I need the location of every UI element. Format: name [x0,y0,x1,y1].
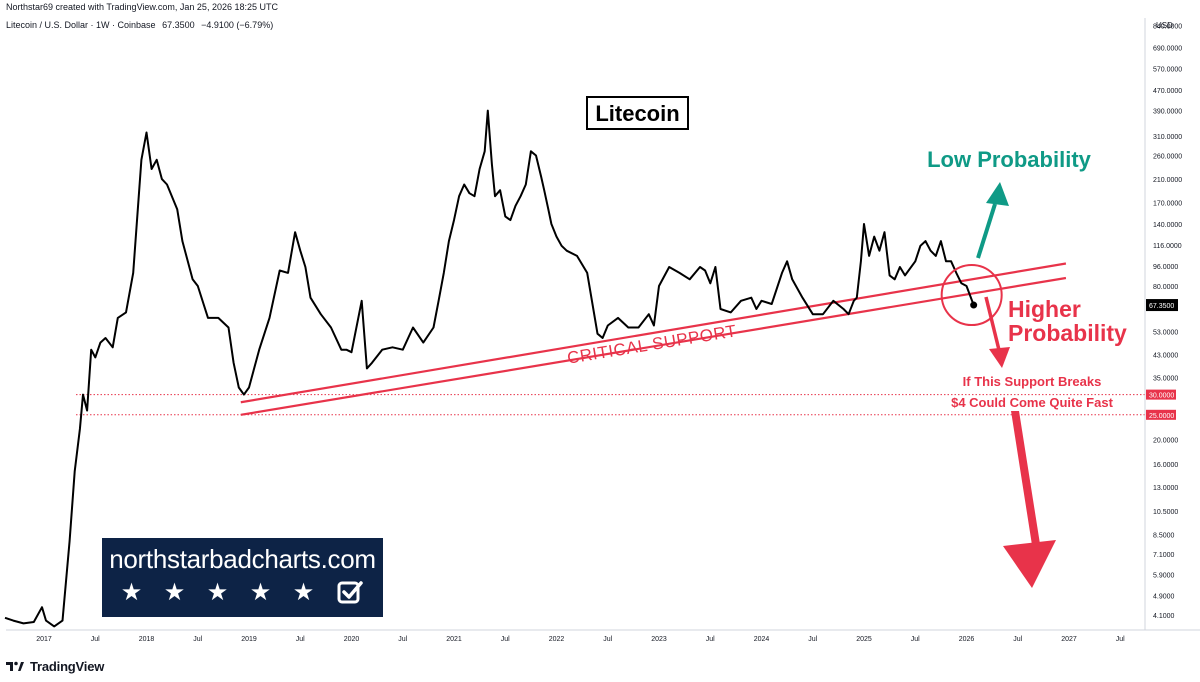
y-tick-label: 8.5000 [1153,532,1175,539]
y-tick-label: 140.0000 [1153,222,1182,229]
red-arrow-shaft [984,296,1001,351]
tradingview-brand[interactable]: TradingView [30,658,105,674]
y-tick-label: 20.0000 [1153,438,1178,445]
y-tick-label: 260.0000 [1153,153,1182,160]
x-tick-label: Jul [501,636,510,643]
last-price-tag-label: 67.3500 [1149,303,1174,310]
title-box [586,96,689,130]
tradingview-logo-icon[interactable] [6,660,24,672]
y-tick-label: 96.0000 [1153,264,1178,271]
four-dollar-label: $4 Could Come Quite Fast [951,395,1113,410]
low-probability-label: Low Probability [927,147,1092,172]
y-tick-label: 5.9000 [1153,573,1175,580]
y-tick-label: 35.0000 [1153,376,1178,383]
x-tick-label: Jul [603,636,612,643]
x-tick-label: 2022 [549,636,565,643]
badge-text: northstarbadcharts.com [109,544,376,574]
x-tick-label: Jul [1013,636,1022,643]
y-tick-label: 470.0000 [1153,88,1182,95]
symbol-info: Litecoin / U.S. Dollar · 1W · Coinbase 6… [6,20,277,30]
y-tick-label: 80.0000 [1153,284,1178,291]
chart-title: Litecoin [595,101,679,126]
support-breaks-label: If This Support Breaks [963,374,1102,389]
x-tick-label: Jul [808,636,817,643]
y-tick-label: 210.0000 [1153,177,1182,184]
horizontal-levels: 30.0000 25.0000 [76,389,1176,420]
x-tick-label: Jul [296,636,305,643]
y-tick-label: 690.0000 [1153,45,1182,52]
y-tick-label: 840.0000 [1153,24,1182,31]
y-tick-label: 13.0000 [1153,485,1178,492]
x-tick-label: 2023 [651,636,667,643]
x-tick-label: 2021 [446,636,462,643]
x-tick-label: Jul [706,636,715,643]
y-tick-label: 43.0000 [1153,353,1178,360]
checkbox-check-icon [337,581,363,604]
last-price-tag [1146,299,1178,312]
level-tag [1146,389,1176,400]
website-badge: northstarbadcharts.com ★ ★ ★ ★ ★ [102,538,383,617]
x-tick-label: Jul [193,636,202,643]
y-tick-label: 53.0000 [1153,330,1178,337]
x-axis: 2017 Jul 2018 Jul 2019 Jul 2020 Jul 2021 Jul 2022 J… [6,629,1200,643]
red-arrow-head [989,347,1010,368]
y-tick-label: 390.0000 [1153,109,1182,116]
x-tick-label: 2027 [1061,636,1077,643]
y-tick-label: 116.0000 [1153,243,1182,250]
price-change: −4.9100 (−6.79%) [201,20,274,30]
x-tick-label: 2020 [344,636,360,643]
y-tick-label: 10.5000 [1153,509,1178,516]
support-channel [240,262,1067,416]
critical-support-label: CRITICAL SUPPORT [566,321,738,367]
x-tick-label: 2017 [36,636,52,643]
x-tick-label: 2019 [241,636,257,643]
star-icon: ★ [249,579,272,606]
footer: TradingView [6,657,104,675]
y-tick-label: 170.0000 [1153,201,1182,208]
x-tick-label: Jul [911,636,920,643]
level-tag-label: 30.0000 [1149,393,1174,400]
probability-label: Probability [1008,320,1127,346]
symbol-name: Litecoin / U.S. Dollar · 1W · Coinbase [6,20,156,30]
star-icon: ★ [163,579,186,606]
y-tick-label: 16.0000 [1153,462,1178,469]
y-tick-label: 570.0000 [1153,67,1182,74]
x-tick-label: 2026 [959,636,975,643]
big-red-arrow-head [1003,540,1056,588]
x-tick-label: 2024 [754,636,770,643]
y-tick-label: 310.0000 [1153,134,1182,141]
y-tick-label: 4.1000 [1153,613,1175,620]
star-icon: ★ [292,579,315,606]
price-line [4,109,975,628]
y-tick-label: 4.9000 [1153,593,1175,600]
y-tick-label: 7.1000 [1153,552,1175,559]
y-axis-unit: USD [1156,21,1173,30]
x-tick-label: Jul [91,636,100,643]
current-price-dot [970,301,978,309]
x-tick-label: 2018 [139,636,155,643]
support-line [240,276,1067,416]
annotations: Litecoin Low Probability HigherProbability… [566,96,1127,588]
last-price: 67.3500 [162,20,195,30]
price-series [4,109,975,628]
x-tick-label: 2025 [856,636,872,643]
highlight-circle [940,264,1003,327]
x-tick-label: Jul [398,636,407,643]
x-tick-label: Jul [1116,636,1125,643]
badge-icons: ★ ★ ★ ★ ★ [116,578,363,608]
green-arrow-shaft [976,203,997,259]
created-by-line: Northstar69 created with TradingView.com… [6,2,278,12]
big-red-arrow-shaft [1011,411,1040,545]
star-icon: ★ [206,579,229,606]
support-line [240,262,1067,404]
higher-label: Higher [1008,296,1081,322]
green-arrow-head [986,182,1009,206]
level-tag [1146,409,1176,420]
star-icon: ★ [120,579,143,606]
level-tag-label: 25.0000 [1149,413,1174,420]
